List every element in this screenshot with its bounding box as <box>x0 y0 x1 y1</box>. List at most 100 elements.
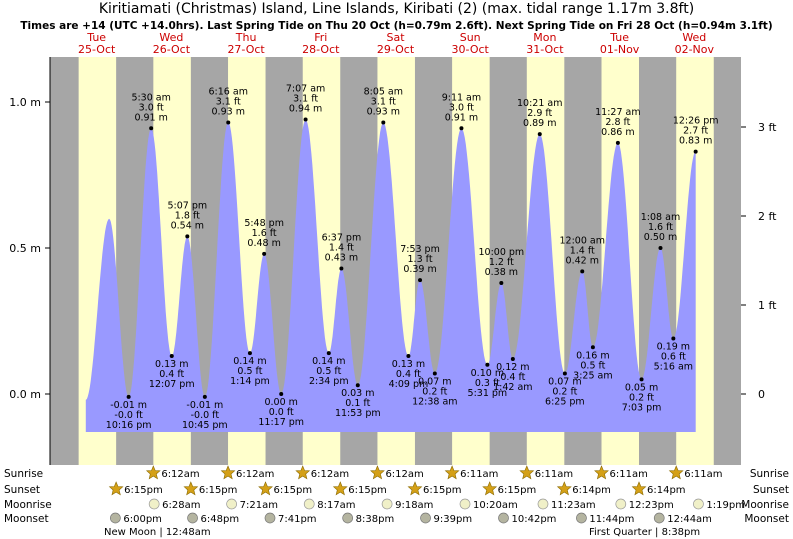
tide-high-label: 3.0 ft <box>449 102 474 113</box>
sun-icon <box>332 481 348 496</box>
tide-low-label: 0.0 ft <box>269 407 294 418</box>
moonset-time: 7:41pm <box>278 514 317 525</box>
astro-row-label-left: Sunset <box>4 484 40 496</box>
tide-low-label: 0.19 m <box>657 342 690 353</box>
chart-subtitle: Times are +14 (UTC +14.0hrs). Last Sprin… <box>20 20 773 32</box>
sunset-time: 6:14pm <box>572 485 611 496</box>
tide-extreme-point <box>339 266 344 271</box>
tide-high-label: 0.50 m <box>644 232 677 243</box>
moon-icon <box>303 498 315 510</box>
tide-high-label: 0.94 m <box>289 104 322 115</box>
tide-high-label: 0.91 m <box>134 112 167 123</box>
tide-low-label: 0.13 m <box>155 359 188 370</box>
tide-high-label: 3.0 ft <box>139 102 164 113</box>
tide-low-label: 0.1 ft <box>345 398 370 409</box>
tide-low-label: 1:42 am <box>493 382 532 393</box>
tide-high-label: 5:48 pm <box>244 218 284 229</box>
tide-high-label: 0.38 m <box>485 267 518 278</box>
tide-low-label: 0.12 m <box>496 362 529 373</box>
axes: 1.0 m 0.5 m 0.0 m 3 ft 2 ft 1 ft 0 <box>9 57 777 465</box>
tide-high-label: 2.8 ft <box>605 117 630 128</box>
moon-icon <box>537 498 549 510</box>
sun-icon <box>519 465 535 480</box>
moon-phase-label: New Moon | 12:48am <box>104 527 211 538</box>
moon-icon <box>148 498 160 510</box>
moon-icon <box>264 512 276 524</box>
tide-high-label: 0.83 m <box>679 136 712 147</box>
day-weekday-label: Fri <box>314 31 327 44</box>
tide-high-label: 0.93 m <box>367 106 400 117</box>
tide-extreme-point <box>226 120 231 125</box>
sun-icon <box>220 465 236 480</box>
tide-area <box>85 119 696 432</box>
moon-icon <box>381 498 393 510</box>
tide-extreme-point <box>432 371 437 376</box>
sun-icon <box>444 465 460 480</box>
sunset-time: 6:15pm <box>423 485 462 496</box>
moon-icon <box>110 512 121 524</box>
sunset-time: 6:15pm <box>274 485 313 496</box>
astro-row-label-right: Sunset <box>753 484 789 496</box>
sun-icon <box>183 481 199 496</box>
sunrise-time: 6:11am <box>460 469 498 480</box>
tide-extreme-point <box>537 132 542 137</box>
astro-row-label-right: Moonrise <box>741 499 789 511</box>
sunrise-time: 6:11am <box>535 469 573 480</box>
day-weekday-label: Tue <box>86 31 106 44</box>
tide-low-label: 0.14 m <box>233 356 266 367</box>
sun-icon <box>258 481 273 496</box>
sunrise-time: 6:12am <box>311 469 349 480</box>
tide-low-label: 5:31 pm <box>468 388 508 399</box>
tide-extreme-point <box>262 251 267 256</box>
tide-high-label: 0.39 m <box>403 264 436 275</box>
sunset-time: 6:15pm <box>348 485 387 496</box>
left-axis-tick-label: 0.5 m <box>9 242 41 255</box>
tide-high-label: 7:53 pm <box>400 244 440 255</box>
tide-high-label: 3.1 ft <box>293 94 318 105</box>
tide-high-label: 2.7 ft <box>683 126 708 137</box>
left-axis-tick-label: 1.0 m <box>9 96 41 109</box>
tide-low-label: 0.5 ft <box>316 366 341 377</box>
day-header: Tue25-OctWed26-OctThu27-OctFri28-OctSat2… <box>78 31 714 56</box>
tide-low-label: 0.14 m <box>312 356 345 367</box>
tide-low-label: -0.0 ft <box>191 410 220 421</box>
sun-icon <box>594 465 609 480</box>
tide-extreme-point <box>169 354 174 359</box>
tide-low-label: -0.01 m <box>186 400 223 411</box>
tide-low-label: 0.4 ft <box>396 369 421 380</box>
tide-high-label: 11:27 am <box>595 107 640 118</box>
moonset-time: 8:38pm <box>356 514 395 525</box>
tide-low-label: 0.10 m <box>471 368 504 379</box>
tide-extreme-point <box>615 140 620 145</box>
tide-extreme-point <box>381 120 386 125</box>
tide-high-label: 1.3 ft <box>408 254 433 265</box>
moonrise-time: 7:21am <box>240 500 278 511</box>
tide-low-label: 0.2 ft <box>552 387 577 398</box>
tide-high-label: 1.6 ft <box>252 228 277 239</box>
tide-low-label: 10:16 pm <box>106 420 152 431</box>
tide-high-label: 5:30 am <box>131 92 170 103</box>
tide-high-label: 6:37 pm <box>322 232 362 243</box>
tide-extreme-point <box>279 392 284 396</box>
tide-area-layer <box>85 119 696 432</box>
tide-extreme-point <box>590 345 595 350</box>
tide-low-label: 0.4 ft <box>159 369 184 380</box>
tide-extreme-point <box>580 269 585 274</box>
moonrise-time: 12:23pm <box>629 500 674 511</box>
sunset-time: 6:15pm <box>124 485 163 496</box>
moonrise-time: 9:18am <box>395 500 433 511</box>
day-date-label: 31-Oct <box>526 43 564 56</box>
tide-low-label: 0.2 ft <box>629 392 654 403</box>
day-weekday-label: Mon <box>533 31 556 44</box>
tide-high-label: 1.2 ft <box>489 257 514 268</box>
tide-high-label: 6:16 am <box>209 86 248 97</box>
sunrise-time: 6:12am <box>161 469 199 480</box>
right-axis-tick-label: 3 ft <box>758 121 777 134</box>
moonrise-time: 11:23am <box>551 500 596 511</box>
astro-row-label-left: Sunrise <box>4 468 43 480</box>
moon-icon <box>615 498 627 510</box>
tide-low-label: 0.3 ft <box>475 378 500 389</box>
tide-high-label: 1.6 ft <box>648 222 673 233</box>
tide-extreme-point <box>355 383 360 388</box>
moonset-time: 12:44am <box>667 514 712 525</box>
